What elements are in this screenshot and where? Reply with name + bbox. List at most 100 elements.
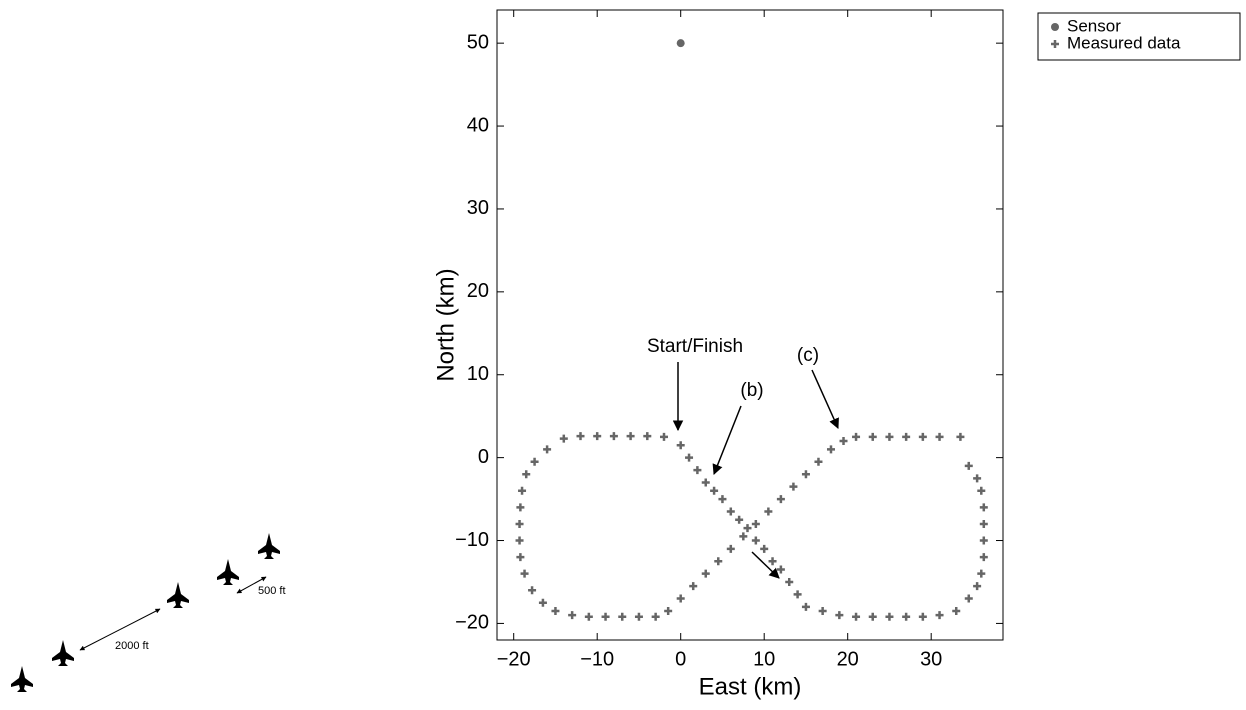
x-tick-label: 30 [920,648,942,670]
data-point [643,432,652,441]
data-point [935,611,944,620]
x-tick-label: 10 [753,648,775,670]
plot-frame [496,9,1004,641]
data-point [902,612,911,621]
data-point [852,432,861,441]
y-tick-label: 40 [467,114,489,136]
data-point [515,536,524,545]
data-point [918,432,927,441]
x-axis-label: East (km) [699,673,802,700]
annotation: (b) [740,380,763,401]
data-point [518,486,527,495]
x-tick-label: 0 [675,648,686,670]
data-point [609,432,618,441]
data-point [768,557,777,566]
data-point [676,441,685,450]
data-point [601,612,610,621]
x-tick-label: 20 [837,648,859,670]
formation-diagram: 2000 ft 500 ft [11,533,286,692]
data-point [576,432,585,441]
data-point [868,432,877,441]
data-point [664,606,673,615]
data-point [693,466,702,475]
data-point [551,606,560,615]
data-point [852,612,861,621]
data-point [868,612,877,621]
x-tick-label: −20 [497,648,531,670]
data-point [977,486,986,495]
data-point [918,612,927,621]
data-point [626,432,635,441]
annotations: Start/Finish (b) (c) [647,336,839,579]
data-point [760,544,769,553]
data-point [726,544,735,553]
data-point [735,515,744,524]
data-point [885,612,894,621]
data-point [530,457,539,466]
data-point [538,598,547,607]
data-point [973,474,982,483]
data-point [701,569,710,578]
data-point [718,495,727,504]
data-point [634,612,643,621]
data-point [814,457,823,466]
data-point [710,486,719,495]
data-point [516,553,525,562]
data-point [689,582,698,591]
data-point [885,432,894,441]
data-point [776,565,785,574]
data-point [776,495,785,504]
annotation: (c) [797,345,819,366]
legend-marker [1051,40,1059,48]
data-point [818,606,827,615]
data-point [584,612,593,621]
data-point [515,519,524,528]
x-tick-label: −10 [580,648,614,670]
y-tick-label: 20 [467,280,489,302]
data-point [789,482,798,491]
data-point [964,594,973,603]
y-tick-label: −10 [455,529,489,551]
y-tick-label: 50 [467,31,489,53]
data-point [956,432,965,441]
y-tick-label: −20 [455,612,489,634]
distance-label: 2000 ft [115,640,149,652]
data-point [801,602,810,611]
data-point [520,569,529,578]
data-point [977,569,986,578]
data-point [979,519,988,528]
data-point [979,536,988,545]
data-point [516,503,525,512]
legend-box [1037,12,1241,61]
data-point [676,39,685,48]
y-tick-label: 30 [467,197,489,219]
data-point [522,470,531,479]
data-point [528,586,537,595]
data-point [902,432,911,441]
y-tick-label: 10 [467,363,489,385]
y-axis-label: North (km) [432,268,459,381]
data-point [979,503,988,512]
data-point [701,478,710,487]
data-point [743,524,752,533]
data-point [764,507,773,516]
data-point [676,594,685,603]
data-point [651,612,660,621]
data-point [751,519,760,528]
data-point [935,432,944,441]
annotation: Start/Finish [647,336,743,357]
legend-label: Measured data [1067,33,1181,52]
data-point [973,582,982,591]
data-point [785,577,794,586]
data-point [543,445,552,454]
data-point [726,507,735,516]
data-point [826,445,835,454]
data-point [839,437,848,446]
y-tick-label: 0 [478,446,489,468]
data-point [751,536,760,545]
data-point [568,611,577,620]
data-point [618,612,627,621]
data-point [659,432,668,441]
data-point [685,453,694,462]
